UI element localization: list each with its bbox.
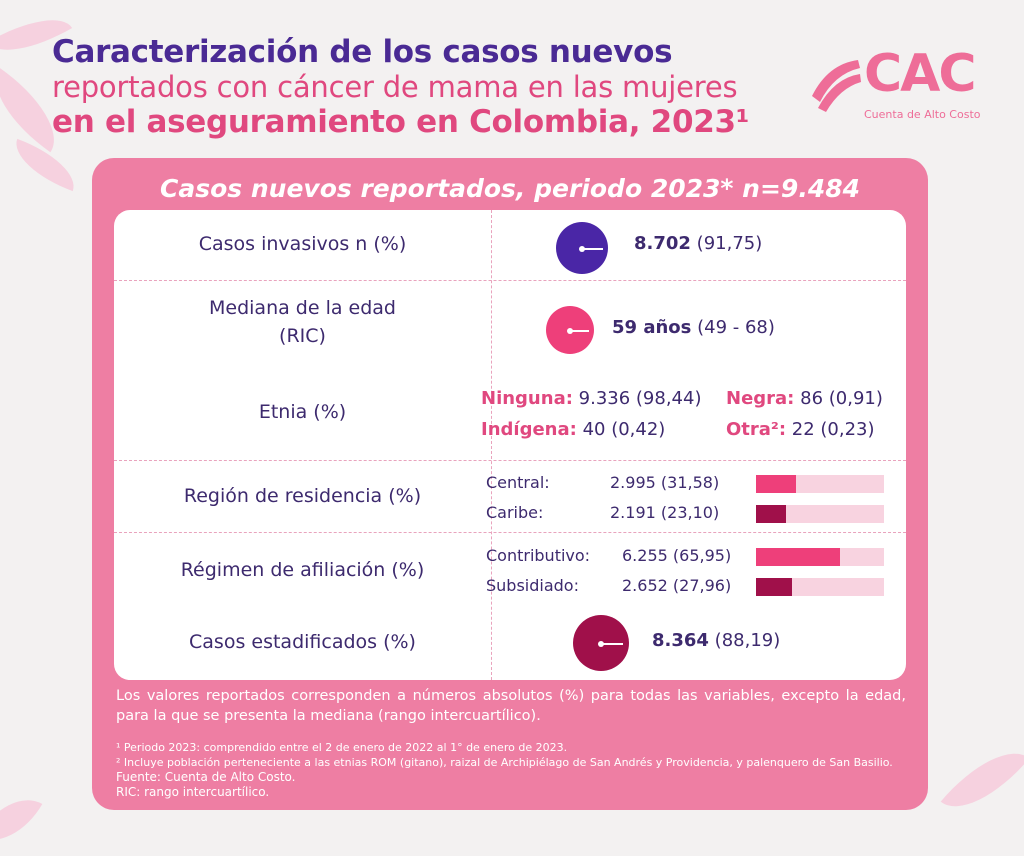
region-value: 2.995 (31,58) [610,473,720,492]
summary-card: Casos nuevos reportados, periodo 2023* n… [92,158,928,810]
cac-logo: CAC Cuenta de Alto Costo [808,44,981,126]
data-panel: Casos invasivos n (%) 8.702 (91,75) Medi… [114,210,906,680]
regimen-label: Régimen de afiliación (%) [180,559,425,581]
edad-range: (49 - 68) [697,317,775,338]
etnia-name: Indígena: [481,419,577,440]
invasivos-circle-icon [556,222,608,274]
etnia-item: Ninguna: 9.336 (98,44) [481,388,701,409]
edad-number: 59 años [612,317,692,338]
region-bar [756,475,884,493]
region-name: Caribe: [486,503,544,522]
edad-label: Mediana de la edad (RIC) [114,294,491,350]
etnia-name: Otra²: [726,419,787,440]
edad-label-line-1: Mediana de la edad [209,297,396,319]
etnia-value: 40 (0,42) [582,419,666,440]
footnotes: ¹ Periodo 2023: comprendido entre el 2 d… [116,740,893,800]
etnia-name: Negra: [726,388,795,409]
edad-value: 59 años (49 - 68) [612,317,775,338]
footnote: ¹ Periodo 2023: comprendido entre el 2 d… [116,741,568,754]
regimen-value: 2.652 (27,96) [622,576,732,595]
regimen-name: Contributivo: [486,546,591,565]
row-divider [114,532,906,533]
row-divider [114,460,906,461]
estadificados-value: 8.364 (88,19) [652,630,780,651]
footnote: RIC: rango intercuartílico. [116,785,270,799]
invasivos-pct: (91,75) [696,233,763,254]
regimen-bar-fill [756,578,792,596]
card-header: Casos nuevos reportados, periodo 2023* n… [160,174,860,203]
region-value: 2.191 (23,10) [610,503,720,522]
page-title: Caracterización de los casos nuevos repo… [52,34,752,140]
decorative-leaf [0,784,43,856]
invasivos-value: 8.702 (91,75) [634,233,762,254]
etnia-value: 9.336 (98,44) [578,388,702,409]
edad-circle-icon [546,306,594,354]
row-divider [114,280,906,281]
etnia-label: Etnia (%) [258,401,347,423]
regimen-bar-fill [756,548,841,566]
region-bar-fill [756,475,797,493]
region-label: Región de residencia (%) [183,485,422,507]
etnia-name: Ninguna: [481,388,573,409]
estadificados-circle-icon [573,615,629,671]
column-divider [491,210,492,680]
footnote: ² Incluye población perteneciente a las … [116,756,893,769]
title-line-1: Caracterización de los casos nuevos [52,34,673,70]
etnia-value: 22 (0,23) [791,419,875,440]
invasivos-label: Casos invasivos n (%) [198,233,407,255]
estadificados-label: Casos estadificados (%) [189,631,416,653]
etnia-item: Indígena: 40 (0,42) [481,419,665,440]
region-bar [756,505,884,523]
footnote: Fuente: Cuenta de Alto Costo. [116,770,296,784]
logo-text: CAC [864,44,977,104]
region-bar-fill [756,505,786,523]
region-name: Central: [486,473,550,492]
logo-stripes-icon [812,60,861,112]
decorative-leaf [940,732,1024,828]
estadificados-number: 8.364 [652,630,709,651]
edad-label-line-2: (RIC) [279,325,326,347]
etnia-value: 86 (0,91) [800,388,883,409]
regimen-bar [756,578,884,596]
estadificados-pct: (88,19) [714,630,781,651]
etnia-item: Otra²: 22 (0,23) [726,419,875,440]
note-text: Los valores reportados corresponden a nú… [116,688,906,724]
logo-subtitle: Cuenta de Alto Costo [864,108,981,121]
regimen-bar [756,548,884,566]
regimen-value: 6.255 (65,95) [622,546,732,565]
invasivos-number: 8.702 [634,233,691,254]
regimen-name: Subsidiado: [486,576,579,595]
title-line-3: en el aseguramiento en Colombia, 2023¹ [52,104,750,140]
etnia-item: Negra: 86 (0,91) [726,388,883,409]
title-line-2: reportados con cáncer de mama en las muj… [52,70,738,104]
